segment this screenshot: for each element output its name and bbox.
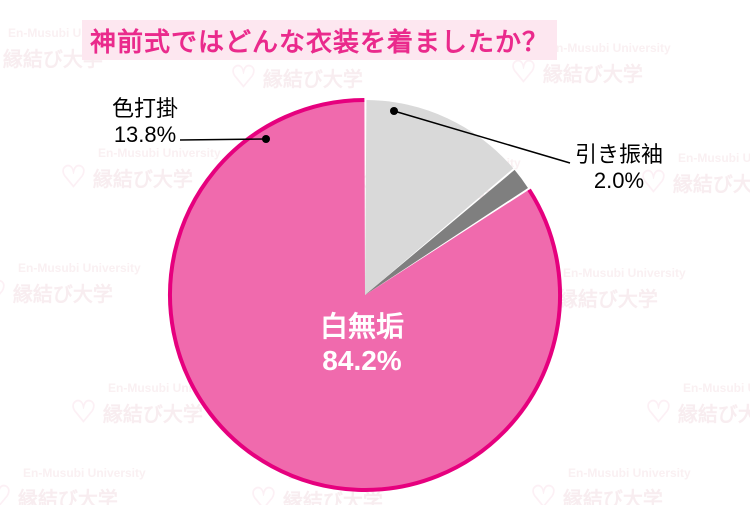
chart-title-wrap: 神前式ではどんな衣装を着ましたか？ [82, 20, 557, 60]
slice-percent: 2.0% [575, 168, 663, 194]
leader-line-irouchikake [180, 139, 266, 140]
pie-chart [0, 0, 750, 505]
slice-percent: 13.8% [112, 122, 178, 148]
chart-title: 神前式ではどんな衣装を着ましたか？ [90, 27, 549, 57]
leader-dot-irouchikake [262, 135, 270, 143]
slice-name: 白無垢 [320, 310, 404, 344]
slice-label-shiromuku: 白無垢 84.2% [320, 310, 404, 377]
leader-dot-hikifurisode [390, 107, 398, 115]
slice-label-hikifurisode: 引き振袖 2.0% [575, 142, 663, 195]
slice-percent: 84.2% [320, 344, 404, 378]
slice-label-irouchikake: 色打掛 13.8% [112, 96, 178, 149]
slice-name: 色打掛 [112, 96, 178, 122]
slice-name: 引き振袖 [575, 142, 663, 168]
